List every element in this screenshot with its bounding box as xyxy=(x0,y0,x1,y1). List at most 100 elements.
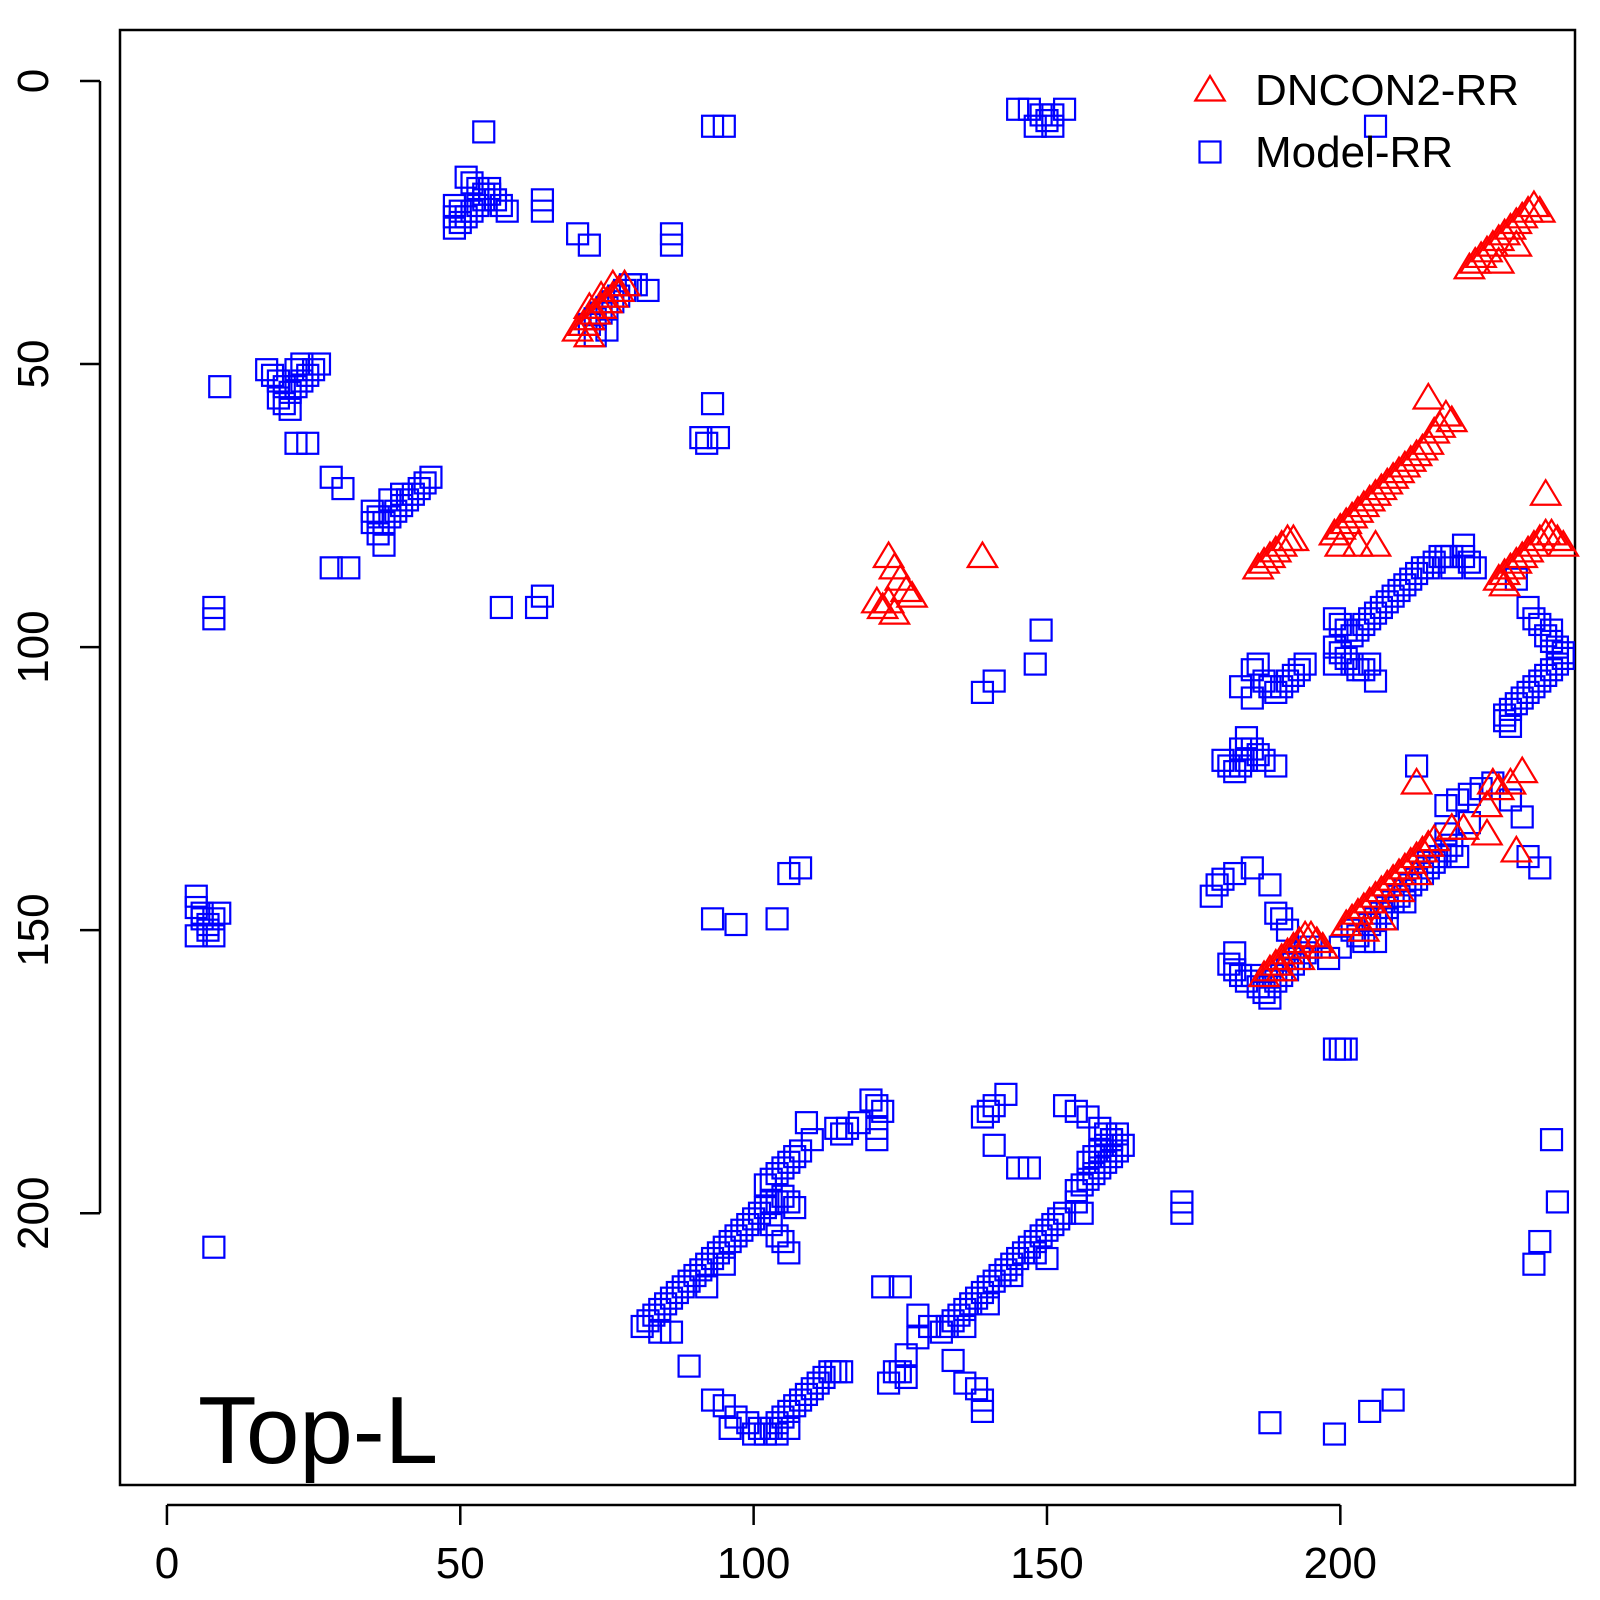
square-point xyxy=(272,392,296,416)
square-point xyxy=(466,193,490,218)
square-point xyxy=(1228,737,1253,761)
y-tick-label: 0 xyxy=(9,69,58,93)
square-point xyxy=(1422,550,1446,574)
square-point xyxy=(1223,861,1247,886)
triangle-point xyxy=(1405,432,1440,461)
x-tick-label: 150 xyxy=(1010,1539,1083,1588)
triangle-point xyxy=(1435,812,1469,840)
triangle-point xyxy=(1294,919,1328,948)
square-point xyxy=(1528,856,1552,880)
square-point xyxy=(765,1224,789,1248)
legend-marker xyxy=(1198,140,1222,164)
square-point xyxy=(894,1343,918,1367)
square-point xyxy=(1334,618,1358,642)
square-point xyxy=(284,431,308,455)
square-point xyxy=(1099,1128,1124,1152)
triangle-point xyxy=(895,580,929,608)
square-point xyxy=(1528,1229,1552,1254)
square-point xyxy=(794,1111,819,1135)
y-tick-label: 100 xyxy=(9,610,58,683)
square-point xyxy=(783,1195,807,1220)
square-point xyxy=(706,426,731,450)
square-point xyxy=(1029,618,1053,642)
square-point xyxy=(1539,618,1564,642)
square-point xyxy=(689,426,713,450)
triangle-point xyxy=(1341,529,1375,557)
square-point xyxy=(677,1354,701,1378)
square-point xyxy=(360,510,384,535)
y-tick-label: 200 xyxy=(9,1177,58,1250)
square-point xyxy=(1322,1422,1347,1446)
square-point xyxy=(700,392,725,416)
triangle-point xyxy=(1470,789,1504,818)
square-point xyxy=(648,1320,672,1344)
y-tick-label: 150 xyxy=(9,893,58,966)
triangle-point xyxy=(1470,817,1504,846)
triangle-point xyxy=(1358,529,1393,557)
square-point xyxy=(953,1371,977,1395)
square-point xyxy=(994,1082,1018,1106)
square-point xyxy=(765,1422,789,1446)
square-point xyxy=(759,1167,783,1191)
legend: DNCON2-RR Model-RR xyxy=(1193,66,1519,177)
square-point xyxy=(1457,550,1481,574)
triangle-point xyxy=(1476,766,1510,795)
square-point xyxy=(1258,986,1282,1010)
square-point xyxy=(307,352,332,376)
square-point xyxy=(577,233,601,257)
square-point xyxy=(888,1275,912,1299)
square-point xyxy=(695,1275,719,1299)
triangle-point xyxy=(572,319,606,348)
square-point xyxy=(489,595,513,620)
square-point xyxy=(284,358,308,382)
triangle-point xyxy=(1300,925,1334,954)
square-point xyxy=(835,1116,860,1140)
triangle-point xyxy=(1487,568,1522,597)
square-point xyxy=(1287,658,1311,682)
square-point xyxy=(319,556,343,580)
square-point xyxy=(1322,1037,1347,1061)
triangle-point xyxy=(596,268,630,297)
square-point xyxy=(865,1094,889,1118)
square-point xyxy=(1446,788,1470,812)
square-point xyxy=(366,505,390,529)
square-point xyxy=(1041,114,1065,138)
panel-annotation: Top-L xyxy=(198,1377,438,1484)
square-point xyxy=(530,199,555,223)
square-point xyxy=(1094,1122,1118,1146)
square-point xyxy=(700,114,725,138)
square-point xyxy=(700,1388,725,1412)
square-point xyxy=(1211,867,1235,891)
square-point xyxy=(935,1314,959,1339)
square-point xyxy=(1217,754,1241,778)
square-point xyxy=(202,1235,226,1259)
series-model-rr xyxy=(184,97,1575,1446)
triangle-point xyxy=(1411,381,1445,410)
triangle-point xyxy=(1329,908,1363,937)
x-axis: 0 50 100 150 200 xyxy=(155,1503,1377,1588)
triangle-point xyxy=(1429,398,1463,427)
y-axis: 0 50 100 150 200 xyxy=(9,69,102,1250)
x-tick-label: 200 xyxy=(1304,1539,1377,1588)
triangle-point xyxy=(1306,931,1340,959)
square-point xyxy=(1334,1037,1358,1061)
square-point xyxy=(871,1275,895,1299)
legend-label: DNCON2-RR xyxy=(1255,66,1519,115)
triangle-point xyxy=(1546,529,1580,557)
square-point xyxy=(765,1190,789,1214)
square-point xyxy=(765,907,789,931)
square-point xyxy=(1264,901,1288,925)
square-point xyxy=(1052,1094,1077,1118)
square-point xyxy=(976,1292,1000,1316)
square-point xyxy=(918,1314,942,1339)
square-point xyxy=(742,1422,766,1446)
square-point xyxy=(871,1099,895,1123)
triangle-point xyxy=(1435,404,1469,433)
square-point xyxy=(372,533,396,557)
square-point xyxy=(894,1365,918,1390)
x-tick-label: 0 xyxy=(155,1539,179,1588)
data-points xyxy=(184,97,1580,1446)
square-point xyxy=(1023,1241,1047,1265)
square-point xyxy=(659,233,684,257)
square-point xyxy=(413,471,437,495)
